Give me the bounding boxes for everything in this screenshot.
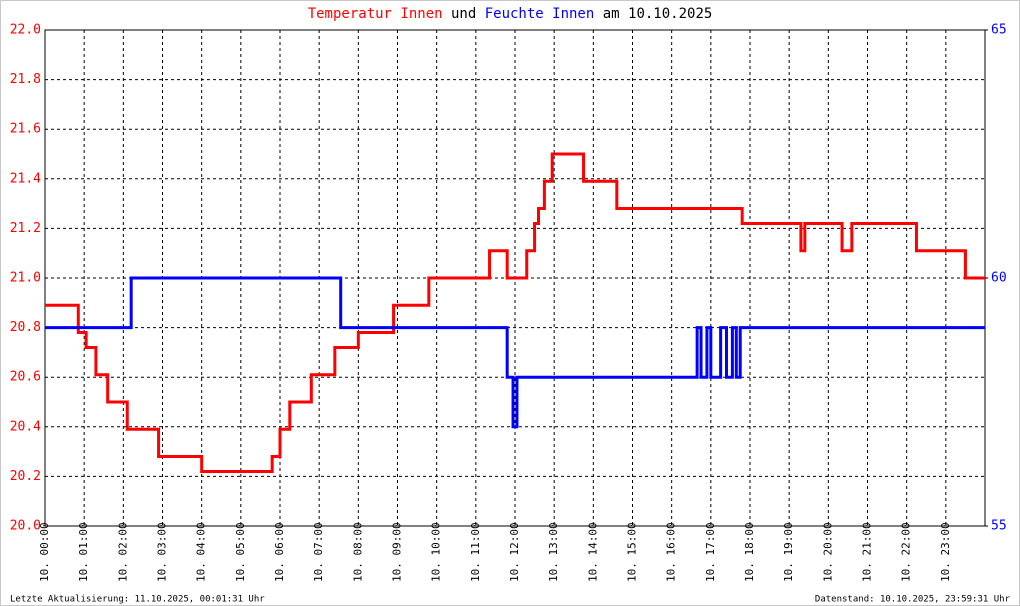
x-tick-label: 10. 21:00 — [861, 522, 874, 582]
x-tick-label: 10. 09:00 — [391, 522, 404, 582]
x-tick-label: 10. 13:00 — [547, 522, 560, 582]
x-tick-label: 10. 06:00 — [273, 522, 286, 582]
x-tick-label: 10. 16:00 — [665, 522, 678, 582]
y-tick-label: 20.8 — [10, 320, 41, 335]
x-tick-label: 10. 08:00 — [351, 522, 364, 582]
series-line — [45, 276, 985, 429]
x-tick-label: 10. 05:00 — [234, 522, 247, 582]
footer-right: Datenstand: 10.10.2025, 23:59:31 Uhr — [815, 595, 1011, 605]
y-tick-label: 20.6 — [10, 370, 41, 385]
y2-tick-label: 65 — [991, 23, 1007, 38]
x-tick-label: 10. 01:00 — [77, 522, 90, 582]
y-tick-label: 21.6 — [10, 122, 41, 137]
y-tick-label: 20.4 — [10, 419, 41, 434]
title-date: am 10.10.2025 — [603, 6, 713, 22]
title-series-1: Temperatur Innen — [308, 6, 443, 22]
y-tick-label: 21.0 — [10, 271, 41, 286]
x-tick-label: 10. 19:00 — [782, 522, 795, 582]
x-tick-label: 10. 11:00 — [469, 522, 482, 582]
y-tick-label: 20.2 — [10, 469, 41, 484]
x-tick-label: 10. 22:00 — [900, 522, 913, 582]
y-tick-label: 20.0 — [10, 519, 41, 534]
x-tick-label: 10. 15:00 — [626, 522, 639, 582]
x-tick-label: 10. 23:00 — [939, 522, 952, 582]
x-tick-label: 10. 20:00 — [821, 522, 834, 582]
chart-title: Temperatur Innen und Feuchte Innen am 10… — [308, 6, 713, 22]
y-tick-label: 21.8 — [10, 72, 41, 87]
y2-tick-label: 60 — [991, 271, 1007, 286]
y-tick-label: 21.2 — [10, 221, 41, 236]
y2-tick-label: 55 — [991, 519, 1007, 534]
y-tick-label: 22.0 — [10, 23, 41, 38]
series-line — [45, 152, 985, 473]
title-joiner: und — [451, 6, 476, 22]
x-tick-label: 10. 07:00 — [312, 522, 325, 582]
y-tick-label: 21.4 — [10, 171, 41, 186]
x-tick-label: 10. 04:00 — [195, 522, 208, 582]
x-tick-label: 10. 00:00 — [38, 522, 51, 582]
title-series-2: Feuchte Innen — [485, 6, 595, 22]
x-tick-label: 10. 03:00 — [156, 522, 169, 582]
x-tick-label: 10. 17:00 — [704, 522, 717, 582]
x-tick-label: 10. 12:00 — [508, 522, 521, 582]
x-tick-label: 10. 02:00 — [116, 522, 129, 582]
x-tick-label: 10. 18:00 — [743, 522, 756, 582]
footer-left: Letzte Aktualisierung: 11.10.2025, 00:01… — [10, 595, 265, 605]
x-tick-label: 10. 10:00 — [430, 522, 443, 582]
x-tick-label: 10. 14:00 — [586, 522, 599, 582]
